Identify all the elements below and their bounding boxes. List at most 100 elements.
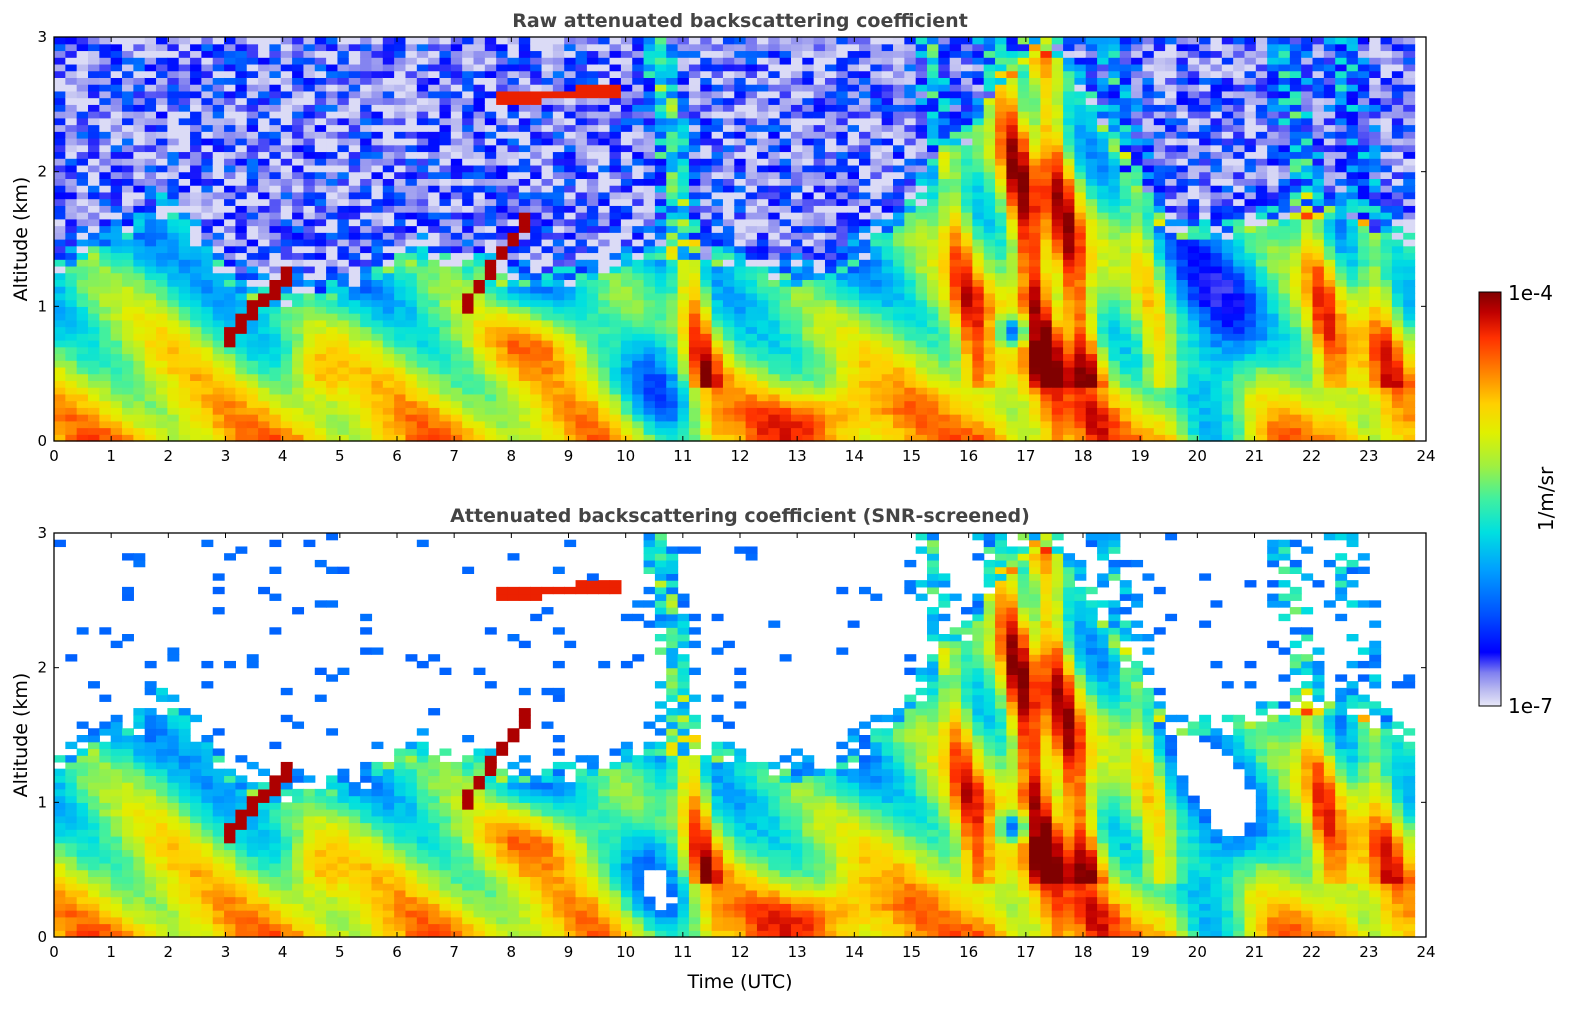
heatmap-cell bbox=[518, 245, 531, 254]
heatmap-cell bbox=[609, 138, 622, 146]
heatmap-raw bbox=[54, 37, 1416, 442]
heatmap-cell bbox=[428, 97, 441, 105]
heatmap-cell bbox=[88, 205, 100, 213]
heatmap-cell bbox=[416, 353, 429, 361]
heatmap-cell bbox=[711, 380, 724, 388]
heatmap-cell bbox=[484, 63, 497, 72]
heatmap-cell bbox=[507, 57, 520, 65]
heatmap-cell bbox=[99, 191, 112, 200]
heatmap-cell bbox=[632, 104, 645, 112]
heatmap-cell bbox=[915, 333, 928, 341]
heatmap-cell bbox=[688, 239, 701, 247]
heatmap-cell bbox=[450, 57, 463, 65]
heatmap-cell bbox=[394, 104, 407, 112]
heatmap-cell bbox=[700, 63, 713, 72]
heatmap-cell bbox=[416, 111, 429, 119]
heatmap-cell bbox=[654, 151, 667, 159]
heatmap-cell bbox=[212, 50, 225, 58]
heatmap-cell bbox=[428, 50, 441, 58]
heatmap-cell bbox=[235, 111, 248, 119]
heatmap-cell bbox=[235, 43, 248, 52]
heatmap-cell bbox=[881, 205, 894, 213]
heatmap-cell bbox=[790, 245, 803, 254]
heatmap-cell bbox=[507, 346, 520, 355]
heatmap-cell bbox=[360, 178, 373, 186]
heatmap-cell bbox=[643, 77, 656, 85]
heatmap-cell bbox=[972, 131, 985, 139]
heatmap-cell bbox=[847, 124, 860, 132]
heatmap-cell bbox=[88, 427, 100, 435]
heatmap-cell bbox=[779, 131, 792, 139]
heatmap-cell bbox=[258, 434, 271, 442]
heatmap-cell bbox=[927, 239, 939, 247]
heatmap-cell bbox=[484, 366, 497, 375]
heatmap-cell bbox=[292, 407, 305, 415]
heatmap-cell bbox=[110, 84, 123, 92]
heatmap-cell bbox=[824, 70, 837, 78]
heatmap-cell bbox=[258, 414, 271, 422]
heatmap-cell bbox=[337, 252, 350, 260]
heatmap-cell bbox=[859, 178, 871, 186]
heatmap-cell bbox=[904, 245, 917, 254]
heatmap-cell bbox=[586, 373, 599, 381]
heatmap-cell bbox=[246, 84, 259, 92]
heatmap-cell bbox=[700, 292, 713, 301]
heatmap-cell bbox=[473, 239, 486, 247]
heatmap-cell bbox=[734, 158, 747, 166]
heatmap-cell bbox=[790, 164, 803, 173]
heatmap-cell bbox=[711, 104, 724, 112]
heatmap-cell bbox=[836, 326, 849, 334]
heatmap-cell bbox=[212, 380, 225, 388]
heatmap-cell bbox=[961, 97, 973, 105]
heatmap-cell bbox=[258, 90, 271, 99]
heatmap-cell bbox=[802, 171, 815, 179]
heatmap-cell bbox=[246, 212, 259, 220]
heatmap-cell bbox=[99, 185, 112, 193]
heatmap-cell bbox=[575, 380, 588, 388]
heatmap-cell bbox=[575, 319, 588, 328]
heatmap-cell bbox=[552, 124, 565, 132]
heatmap-cell bbox=[303, 104, 316, 112]
heatmap-cell bbox=[552, 326, 565, 334]
heatmap-cell bbox=[824, 198, 837, 206]
heatmap-cell bbox=[326, 407, 339, 415]
heatmap-cell bbox=[224, 117, 237, 126]
heatmap-cell bbox=[292, 259, 305, 267]
heatmap-cell bbox=[110, 380, 123, 388]
heatmap-cell bbox=[292, 373, 305, 381]
heatmap-cell bbox=[246, 366, 259, 375]
heatmap-cell bbox=[768, 333, 781, 341]
heatmap-cell bbox=[258, 117, 271, 126]
heatmap-cell bbox=[280, 292, 293, 301]
heatmap-cell bbox=[428, 185, 441, 193]
heatmap-cell bbox=[541, 434, 554, 442]
heatmap-cell bbox=[394, 326, 407, 334]
heatmap-cell bbox=[484, 151, 497, 159]
heatmap-cell bbox=[76, 434, 89, 442]
heatmap-cell bbox=[756, 151, 769, 159]
heatmap-cell bbox=[552, 272, 565, 280]
heatmap-cell bbox=[768, 380, 781, 388]
heatmap-cell bbox=[768, 286, 781, 294]
heatmap-cell bbox=[54, 178, 66, 186]
heatmap-cell bbox=[995, 353, 1007, 361]
heatmap-cell bbox=[609, 164, 622, 173]
heatmap-cell bbox=[813, 185, 826, 193]
heatmap-cell bbox=[167, 239, 180, 247]
heatmap-cell bbox=[564, 77, 577, 85]
heatmap-cell bbox=[496, 434, 509, 442]
heatmap-cell bbox=[450, 131, 463, 139]
heatmap-cell bbox=[190, 279, 202, 287]
heatmap-cell bbox=[224, 97, 237, 105]
heatmap-cell bbox=[836, 50, 849, 58]
heatmap-cell bbox=[371, 144, 384, 153]
heatmap-cell bbox=[541, 245, 554, 254]
heatmap-cell bbox=[496, 366, 509, 375]
heatmap-cell bbox=[462, 198, 475, 206]
heatmap-cell bbox=[768, 420, 781, 429]
heatmap-cell bbox=[756, 353, 769, 361]
heatmap-cell bbox=[530, 259, 543, 267]
heatmap-cell bbox=[178, 63, 191, 72]
heatmap-cell bbox=[428, 346, 441, 355]
heatmap-cell bbox=[348, 171, 361, 179]
